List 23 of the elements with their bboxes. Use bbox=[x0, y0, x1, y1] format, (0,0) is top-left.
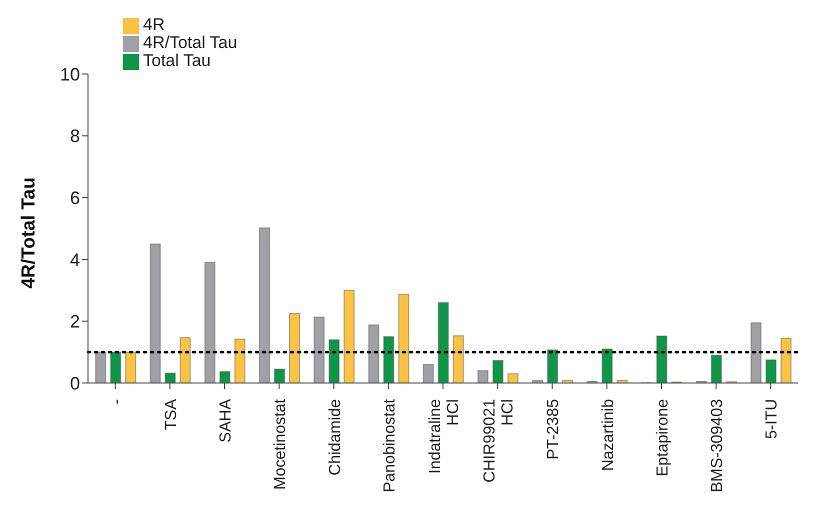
y-tick-label: 2 bbox=[70, 312, 80, 332]
x-tick-label: Mocetinostat bbox=[272, 398, 290, 490]
y-tick-label: 8 bbox=[70, 126, 80, 146]
y-tick-label: 0 bbox=[70, 373, 80, 394]
y-tick-label: 10 bbox=[60, 64, 80, 84]
x-tick-label: CHIR99021 HCl bbox=[482, 398, 517, 483]
x-tick-label: - bbox=[108, 399, 126, 404]
x-tick-label: Panobinostat bbox=[381, 398, 398, 492]
y-tick-label: 4 bbox=[70, 250, 80, 270]
x-tick-label: Chidamide bbox=[326, 398, 344, 476]
x-tick-label: 5-ITU bbox=[764, 399, 781, 439]
y-tick-label: 6 bbox=[70, 188, 80, 208]
x-tick-label: SAHA bbox=[218, 398, 235, 443]
x-tick-label: Indatraline HCl bbox=[427, 398, 462, 474]
x-tick-label: TSA bbox=[162, 398, 180, 430]
x-tick-label: Eptapirone bbox=[654, 398, 672, 476]
legend-label: Total Tau bbox=[143, 51, 211, 70]
x-tick-label: BMS-309403 bbox=[709, 398, 726, 492]
legend-label: 4R/Total Tau bbox=[143, 33, 238, 52]
y-axis-title: 4R/Total Tau bbox=[18, 177, 40, 288]
x-tick-label: Nazartinib bbox=[600, 398, 617, 472]
x-tick-label: PT-2385 bbox=[545, 398, 562, 460]
legend-label: 4R bbox=[143, 15, 165, 34]
